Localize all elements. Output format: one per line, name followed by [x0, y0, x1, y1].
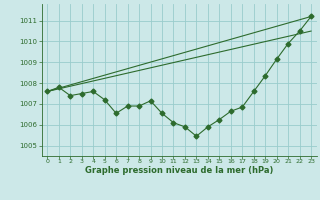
X-axis label: Graphe pression niveau de la mer (hPa): Graphe pression niveau de la mer (hPa)	[85, 166, 273, 175]
